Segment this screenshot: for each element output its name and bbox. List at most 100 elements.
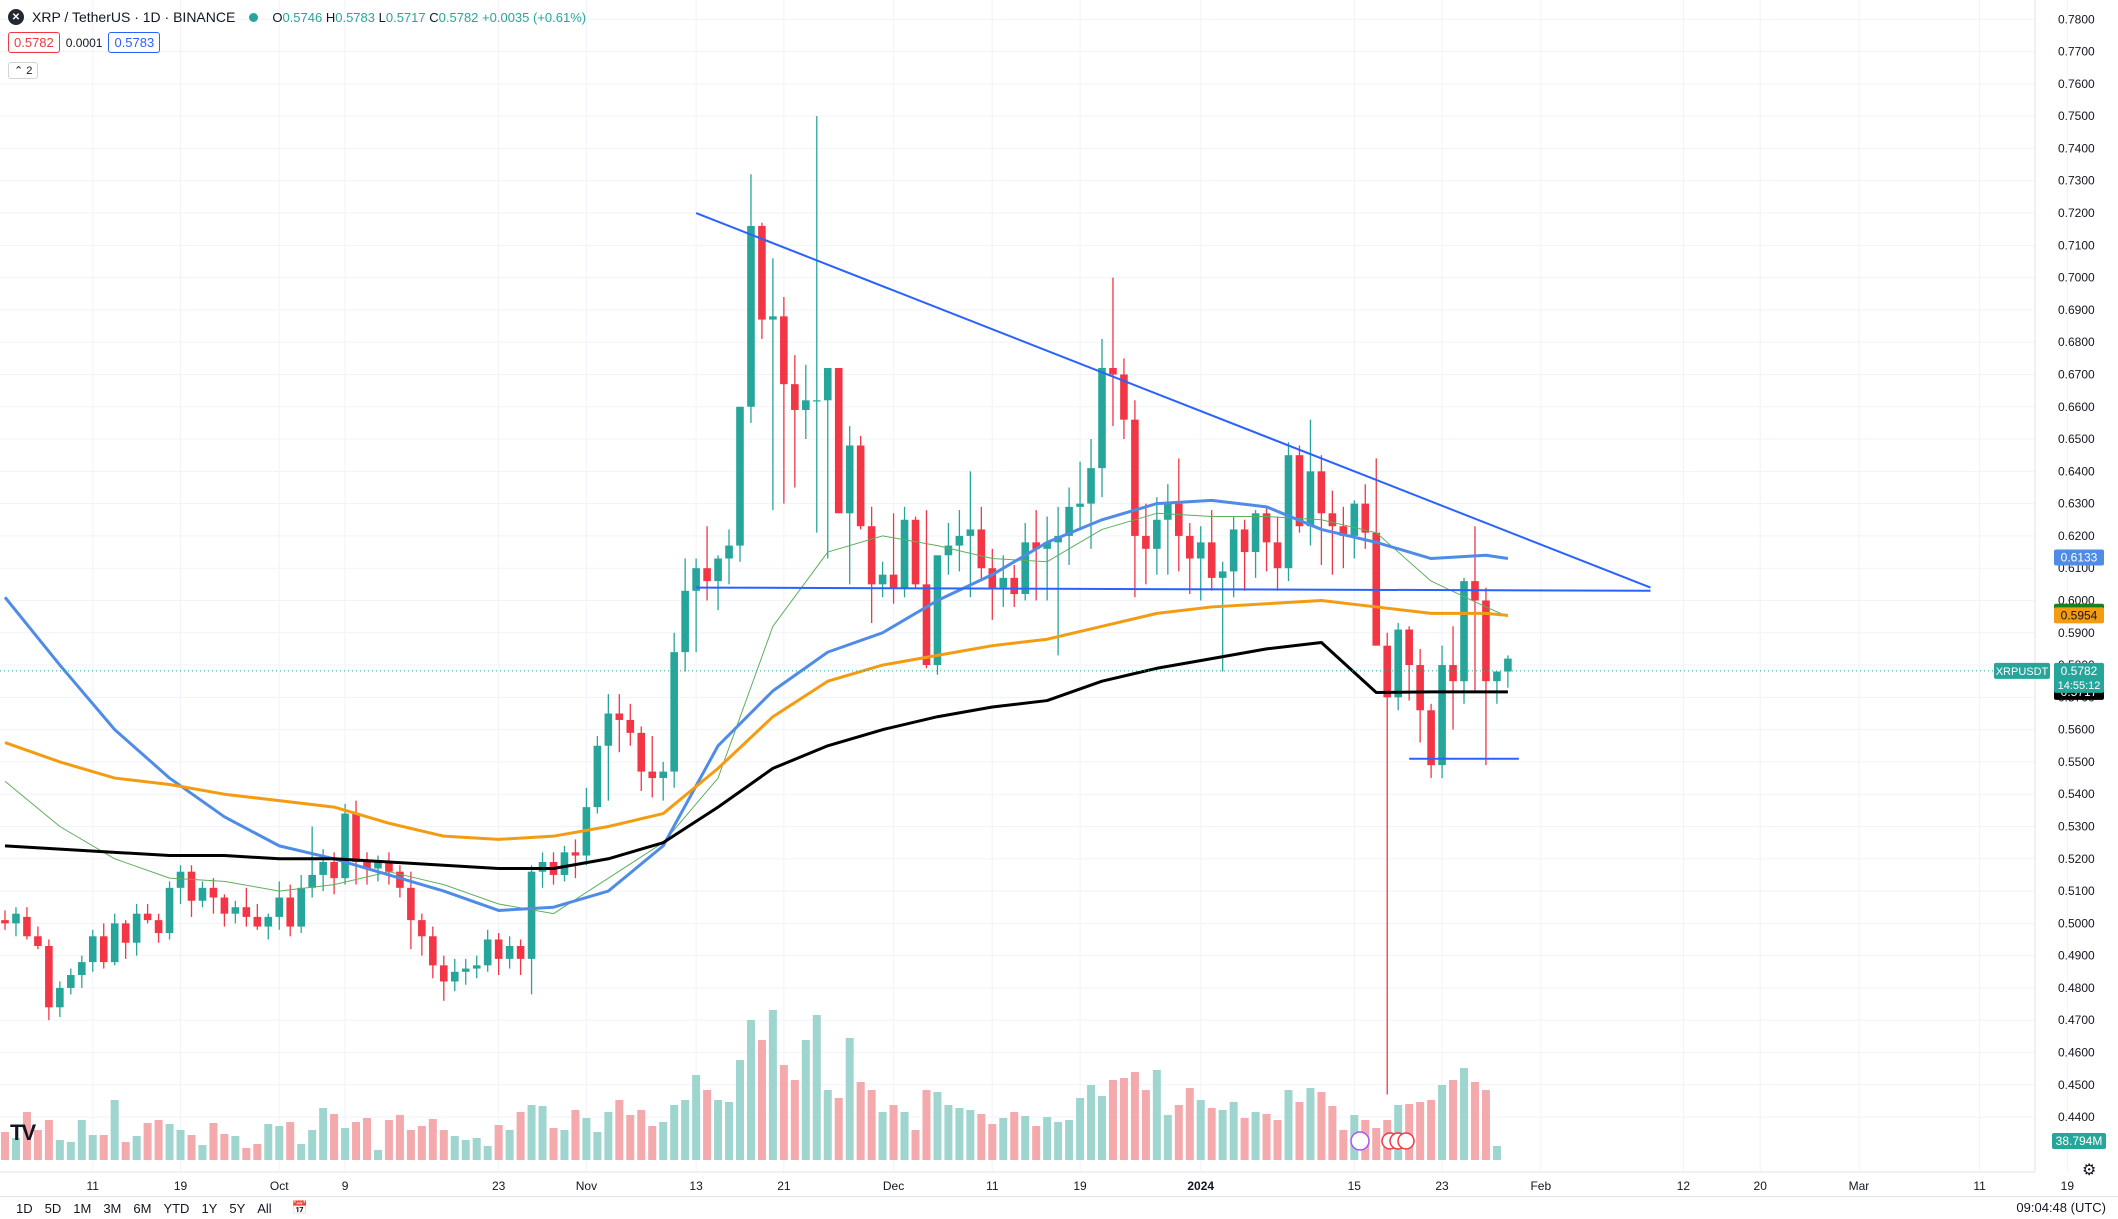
candle <box>1218 571 1227 578</box>
volume-bar <box>703 1090 712 1160</box>
x-tick-label: 15 <box>1348 1179 1362 1193</box>
candle <box>604 713 613 746</box>
candle <box>1361 503 1370 533</box>
y-tick-label: 0.4500 <box>2058 1078 2095 1092</box>
timeframe-ytd[interactable]: YTD <box>163 1200 190 1216</box>
volume-bar <box>165 1124 174 1160</box>
candle <box>1021 542 1030 595</box>
x-tick-label: 11 <box>986 1179 999 1193</box>
candle <box>714 558 722 582</box>
volume-bar <box>483 1146 492 1160</box>
volume-bar <box>1372 1128 1381 1160</box>
candle <box>143 913 152 921</box>
candle <box>1207 542 1216 578</box>
volume-bar <box>439 1130 448 1160</box>
volume-bar <box>922 1090 931 1160</box>
x-tick-label: 19 <box>174 1179 188 1193</box>
countdown-label: 14:55:12 <box>2058 680 2101 692</box>
timeframe-1m[interactable]: 1M <box>73 1200 92 1216</box>
volume-bar <box>1492 1146 1501 1160</box>
x-tick-label: Feb <box>1530 1179 1551 1193</box>
candle <box>527 871 536 959</box>
timeframe-all[interactable]: All <box>257 1200 272 1216</box>
bottom-toolbar: 1D 5D 1M 3M 6M YTD 1Y 5Y All 📅 09:04:48 (UTC) <box>0 1196 2118 1219</box>
volume-bar <box>209 1123 218 1160</box>
volume-bar <box>714 1100 723 1160</box>
volume-bar <box>1405 1104 1414 1160</box>
volume-bar <box>352 1122 361 1160</box>
candle <box>231 907 240 914</box>
calendar-icon[interactable]: 📅 <box>291 1200 308 1215</box>
volume-bar <box>1449 1080 1458 1160</box>
volume-bar <box>944 1105 953 1160</box>
y-tick-label: 0.5400 <box>2058 787 2095 801</box>
volume-bar <box>955 1108 964 1160</box>
volume-bar <box>1065 1120 1074 1160</box>
volume-bar <box>582 1118 591 1160</box>
candle <box>418 920 426 937</box>
candle <box>1405 629 1413 666</box>
volume-bar <box>1108 1080 1117 1160</box>
volume-bar <box>999 1118 1008 1160</box>
volume-bar <box>681 1100 690 1160</box>
volume-bar <box>1273 1120 1282 1160</box>
volume-bar <box>1295 1102 1304 1160</box>
timeframe-5d[interactable]: 5D <box>44 1200 62 1216</box>
volume-bar <box>878 1112 887 1160</box>
indicators-toggle[interactable]: ⌃ 2 <box>8 62 39 79</box>
y-tick-label: 0.4600 <box>2058 1046 2095 1060</box>
timeframe-6m[interactable]: 6M <box>133 1200 152 1216</box>
candle <box>407 887 415 921</box>
symbol-title[interactable]: XRP / TetherUS · 1D · BINANCE <box>32 9 236 25</box>
x-tick-label: 23 <box>492 1179 506 1193</box>
y-tick-label: 0.5900 <box>2058 626 2095 640</box>
gear-icon[interactable]: ⚙ <box>2082 1162 2097 1179</box>
volume-bar <box>1032 1126 1041 1160</box>
ma50-price-label-bg <box>2054 549 2104 566</box>
candle <box>944 545 953 556</box>
candle <box>889 574 898 588</box>
volume-bar <box>450 1136 459 1160</box>
y-tick-label: 0.6300 <box>2058 497 2095 511</box>
candle <box>341 813 349 879</box>
x-tick-label: 11 <box>87 1179 100 1193</box>
candle <box>780 316 788 385</box>
candle <box>297 887 305 927</box>
candle <box>1427 710 1435 766</box>
timeframe-1d[interactable]: 1D <box>16 1200 33 1216</box>
candle <box>450 971 459 982</box>
candle <box>99 936 108 963</box>
clock[interactable]: 09:04:48 (UTC) <box>2016 1200 2106 1215</box>
candle <box>1076 503 1084 507</box>
volume-bar <box>297 1144 306 1160</box>
timeframe-3m[interactable]: 3M <box>103 1200 122 1216</box>
y-tick-label: 0.6600 <box>2058 400 2095 414</box>
y-tick-label: 0.7700 <box>2058 45 2095 59</box>
volume-bar <box>1481 1090 1490 1160</box>
x-tick-label: 20 <box>1754 1179 1768 1193</box>
timeframe-1y[interactable]: 1Y <box>201 1200 218 1216</box>
y-tick-label: 0.7300 <box>2058 174 2095 188</box>
candle <box>1196 542 1205 559</box>
volume-bar <box>1460 1068 1469 1160</box>
x-tick-label: 9 <box>342 1179 349 1193</box>
last-price-label-bg <box>2054 662 2104 693</box>
timeframe-5y[interactable]: 5Y <box>229 1200 246 1216</box>
y-tick-label: 0.6400 <box>2058 464 2095 478</box>
xrp-icon: ✕ <box>8 9 24 25</box>
buy-button[interactable]: 0.5783 <box>108 32 161 53</box>
candle <box>999 577 1008 588</box>
volume-bar <box>33 1130 42 1160</box>
candle <box>374 862 382 869</box>
volume-bar <box>1119 1078 1128 1160</box>
chart-header: ✕ XRP / TetherUS · 1D · BINANCE O0.5746 … <box>8 6 586 28</box>
volume-bar <box>286 1122 295 1160</box>
x-tick-label: 11 <box>1973 1179 1986 1193</box>
candle <box>725 545 733 559</box>
y-tick-label: 0.6700 <box>2058 367 2095 381</box>
candle <box>1229 529 1238 572</box>
line-ma200 <box>4 640 1508 870</box>
sell-button[interactable]: 0.5782 <box>8 32 60 53</box>
volume-bar <box>99 1135 108 1160</box>
